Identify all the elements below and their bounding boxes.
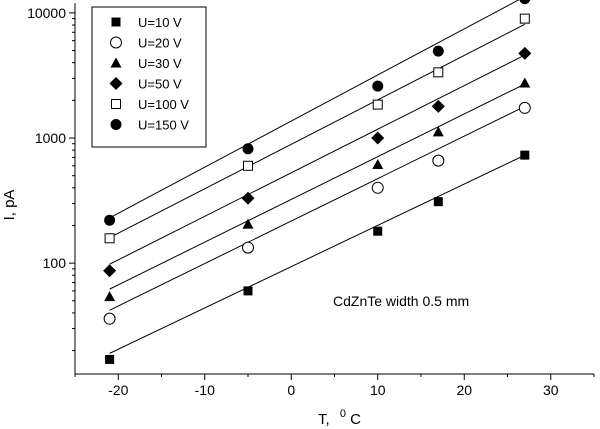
data-point [243, 286, 253, 296]
y-tick-label: 100 [43, 255, 67, 271]
fit-line [109, 105, 526, 311]
data-point [431, 99, 445, 113]
data-point [518, 46, 532, 60]
fit-line [109, 23, 526, 239]
legend-marker [111, 99, 121, 109]
data-point [372, 158, 384, 169]
legend-marker [109, 77, 123, 90]
legend-label: U=20 V [138, 36, 182, 51]
data-point [104, 233, 115, 244]
x-axis-label-text: T, [318, 411, 330, 428]
data-point [371, 181, 384, 194]
y-tick-label: 10000 [27, 5, 66, 21]
data-point [371, 131, 385, 145]
data-point [519, 13, 530, 24]
data-point [518, 101, 531, 114]
data-point [242, 143, 254, 155]
x-axis-unit: C [350, 411, 361, 428]
axis-ticks [69, 12, 595, 380]
x-tick-label: 0 [287, 382, 295, 398]
data-point [243, 160, 253, 171]
chart-annotation: CdZnTe width 0.5 mm [333, 293, 469, 309]
legend-label: U=50 V [138, 77, 182, 92]
data-point [105, 354, 115, 364]
data-point [103, 312, 116, 325]
data-point [372, 99, 383, 110]
data-point [519, 77, 531, 88]
data-point [104, 214, 116, 226]
legend-label: U=100 V [138, 97, 189, 112]
legend-marker [111, 17, 121, 27]
data-point [373, 226, 383, 236]
y-axis-label: I, pA [1, 190, 18, 221]
fit-lines [109, 0, 526, 354]
data-point [432, 126, 444, 137]
y-tick-label: 1000 [35, 130, 66, 146]
fit-line [109, 83, 526, 290]
data-point [520, 150, 530, 160]
x-tick-label: 20 [456, 382, 472, 398]
data-point [433, 67, 444, 78]
x-axis-unit-superscript: 0 [340, 408, 346, 420]
data-point [242, 241, 254, 254]
x-tick-label: -10 [195, 382, 215, 398]
fit-line [109, 0, 520, 219]
data-points [103, 0, 532, 364]
x-tick-labels: -20 -10 0 10 20 30 [108, 382, 559, 398]
legend-label: U=10 V [138, 15, 182, 30]
data-point [432, 45, 444, 57]
legend-marker [110, 57, 122, 68]
data-point [242, 218, 254, 229]
data-point [241, 191, 255, 205]
legend-label: U=30 V [138, 56, 182, 71]
legend-marker [110, 36, 122, 49]
data-point [372, 80, 384, 92]
fit-line [109, 154, 526, 354]
data-point [104, 291, 116, 302]
x-tick-label: 10 [370, 382, 386, 398]
data-point [103, 264, 117, 278]
x-tick-label: -20 [108, 382, 128, 398]
data-point [432, 154, 445, 167]
legend-label: U=150 V [138, 118, 189, 133]
x-tick-label: 30 [543, 382, 559, 398]
x-axis-label: T, 0 C [318, 404, 361, 428]
y-tick-labels: 100 1000 10000 [27, 5, 66, 271]
data-point [433, 197, 443, 207]
legend: U=10 V U=20 V U=30 V U=50 V U=100 V U=150 V [91, 6, 207, 148]
fit-line [109, 54, 526, 265]
data-point [519, 0, 531, 5]
legend-marker [110, 119, 122, 130]
